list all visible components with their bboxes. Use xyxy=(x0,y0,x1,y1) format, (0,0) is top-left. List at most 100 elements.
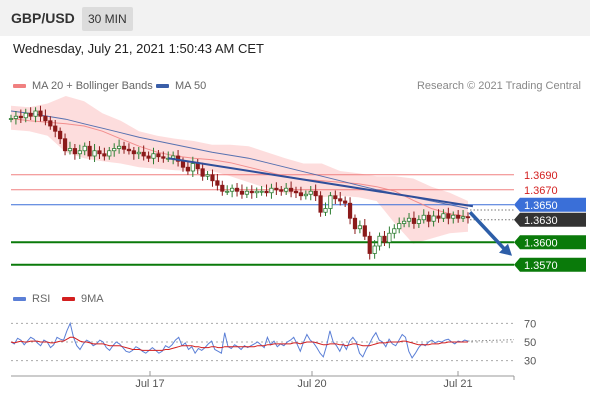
candle xyxy=(456,214,461,219)
candle xyxy=(352,217,358,230)
candle xyxy=(234,187,240,192)
candle xyxy=(397,223,402,230)
legend-ma50-label: MA 50 xyxy=(175,80,207,92)
candle xyxy=(431,215,436,222)
candle xyxy=(274,187,279,191)
candle xyxy=(28,112,33,117)
candle xyxy=(460,216,466,219)
level-label-1.3600: 1.3600 xyxy=(524,237,558,249)
level-label-1.3670: 1.3670 xyxy=(524,185,558,197)
candle xyxy=(97,150,102,155)
ma20-line xyxy=(10,118,469,218)
candle xyxy=(451,214,456,219)
candle xyxy=(284,187,289,192)
candle xyxy=(402,220,407,224)
candle xyxy=(377,235,382,247)
candle xyxy=(387,232,392,243)
candle xyxy=(82,145,87,152)
candle xyxy=(112,148,117,152)
candle xyxy=(126,148,132,152)
candle xyxy=(117,145,122,149)
candle xyxy=(313,190,318,197)
candle xyxy=(288,187,294,192)
rsi-tick-50: 50 xyxy=(524,337,536,349)
rsi-tick-70: 70 xyxy=(524,318,536,330)
candle xyxy=(318,195,323,213)
candle xyxy=(23,112,28,119)
level-tag-1.3600 xyxy=(514,235,586,250)
candle xyxy=(264,190,269,194)
candle xyxy=(62,138,68,152)
legend-rsi: RSI xyxy=(13,293,50,305)
level-tag-1.3630 xyxy=(514,212,586,227)
rsi-ma-line xyxy=(10,336,468,351)
candle xyxy=(303,193,308,197)
rsi-ma-swatch xyxy=(62,297,75,302)
candle xyxy=(200,168,205,177)
ma50-swatch xyxy=(156,84,169,89)
candle xyxy=(298,192,304,197)
candle xyxy=(205,174,210,177)
candle xyxy=(382,235,387,243)
candle xyxy=(136,151,141,155)
candle xyxy=(293,190,299,194)
candle xyxy=(102,153,107,157)
candle xyxy=(38,110,43,117)
candle xyxy=(215,180,220,186)
price-panel: 1.3690 1.3670 1.3650 1.3630 1.3600 1.3570 xyxy=(8,96,586,272)
candle xyxy=(161,156,166,159)
timeframe-badge[interactable]: 30 MIN xyxy=(82,7,133,31)
candle xyxy=(77,150,82,155)
instrument-symbol: GBP/USD xyxy=(11,10,75,26)
candle xyxy=(249,190,254,194)
candle xyxy=(156,153,161,158)
bollinger-swatch xyxy=(13,84,26,89)
candle xyxy=(239,190,245,195)
time-tick-label: Jul 21 xyxy=(443,378,472,390)
candle xyxy=(357,225,362,230)
candle xyxy=(328,195,333,209)
candle xyxy=(338,198,343,202)
rsi-panel: 70 50 30 xyxy=(10,318,536,368)
candle xyxy=(151,153,156,159)
rsi-projection-dots xyxy=(467,339,515,342)
candle xyxy=(107,150,112,157)
level-label-1.3690: 1.3690 xyxy=(524,170,558,182)
candle xyxy=(308,190,313,195)
candle xyxy=(406,217,412,222)
candle xyxy=(333,195,338,200)
level-tag-1.3570 xyxy=(514,257,586,272)
legend-ma50: MA 50 xyxy=(156,80,206,92)
candle xyxy=(225,190,230,193)
legend-rsi-label: RSI xyxy=(32,293,51,305)
candle xyxy=(441,213,446,219)
candle xyxy=(347,202,353,219)
candle xyxy=(269,187,274,194)
top-bar: GBP/USD 30 MIN xyxy=(0,0,590,36)
candle xyxy=(411,217,417,224)
rsi-swatch xyxy=(13,297,26,302)
candle xyxy=(67,148,73,152)
level-label-1.3570: 1.3570 xyxy=(524,260,558,272)
candle xyxy=(53,125,58,132)
legend-rsi-ma-label: 9MA xyxy=(81,293,104,305)
candle xyxy=(426,214,431,222)
rsi-tick-30: 30 xyxy=(524,356,536,368)
candle xyxy=(392,228,397,234)
candle xyxy=(146,155,151,159)
level-label-1.3630: 1.3630 xyxy=(524,215,558,227)
legend-bollinger-label: MA 20 + Bollinger Bands xyxy=(32,80,153,92)
forecast-arrow-shaft xyxy=(468,211,508,252)
candle xyxy=(13,115,19,119)
chart-timestamp: Wednesday, July 21, 2021 1:50:43 AM CET xyxy=(13,41,264,56)
candle xyxy=(323,208,328,213)
candle xyxy=(416,219,421,224)
time-tick-label: Jul 17 xyxy=(135,378,164,390)
candle xyxy=(87,145,92,157)
level-label-1.3650: 1.3650 xyxy=(524,200,558,212)
candle xyxy=(220,184,225,192)
time-tick-label: Jul 20 xyxy=(297,378,326,390)
candle xyxy=(141,151,146,157)
time-axis: Jul 17 Jul 20 Jul 21 xyxy=(11,371,515,390)
